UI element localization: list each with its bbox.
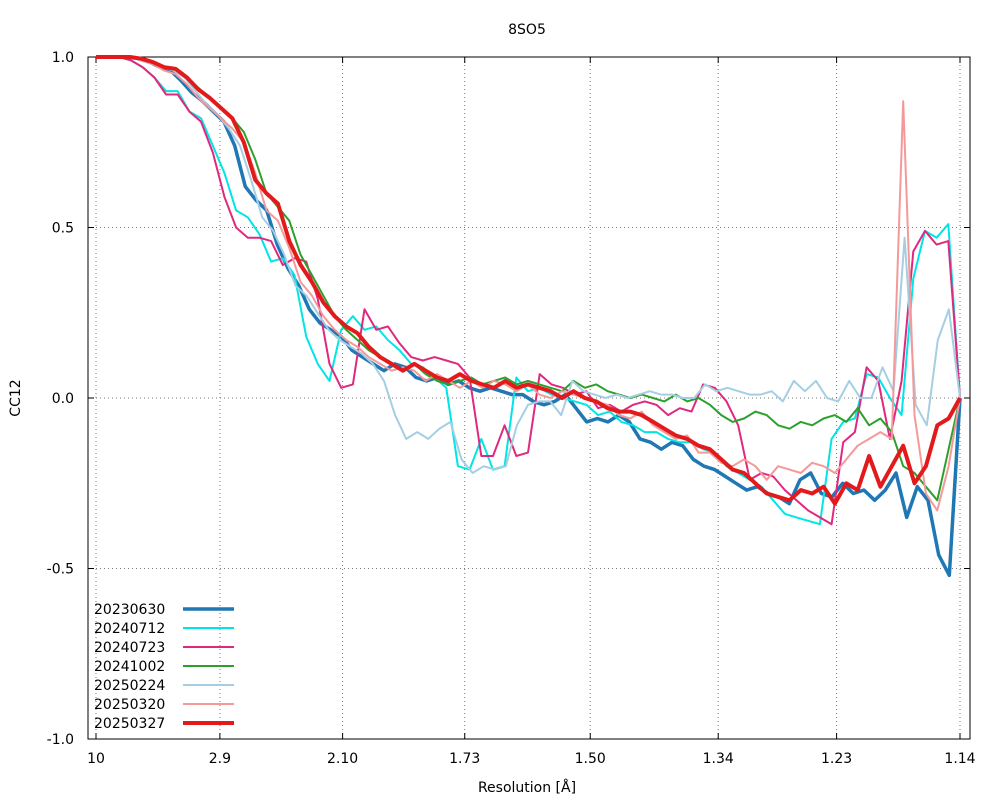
legend-label: 20240723 bbox=[94, 640, 165, 656]
y-tick-label: 0.5 bbox=[52, 221, 74, 237]
legend-label: 20241002 bbox=[94, 659, 165, 675]
series-line-20250327 bbox=[96, 55, 962, 506]
series-lines bbox=[96, 55, 962, 578]
y-tick-label: 0.0 bbox=[52, 391, 74, 407]
series-line-20240723 bbox=[96, 56, 961, 526]
x-tick-label: 1.50 bbox=[575, 751, 606, 767]
legend-label: 20240712 bbox=[94, 621, 165, 637]
x-tick-label: 1.14 bbox=[944, 751, 975, 767]
y-tick-label: -0.5 bbox=[47, 562, 74, 578]
legend-item: 20250327 bbox=[94, 716, 234, 732]
legend-item: 20250224 bbox=[94, 678, 234, 694]
legend: 20230630 20240712 20240723 20241002 20250224… bbox=[94, 602, 234, 732]
x-tick-label: 10 bbox=[87, 751, 105, 767]
x-tick-label: 1.23 bbox=[821, 751, 852, 767]
x-axis-label: Resolution [Å] bbox=[478, 779, 576, 796]
x-tick-label: 1.34 bbox=[703, 751, 734, 767]
legend-item: 20241002 bbox=[94, 659, 234, 675]
x-tick-label: 1.73 bbox=[449, 751, 480, 767]
x-ticks: 10 2.9 2.10 1.73 1.50 1.34 1.23 1.14 bbox=[87, 57, 976, 767]
legend-label: 20250327 bbox=[94, 716, 165, 732]
legend-item: 20240723 bbox=[94, 640, 234, 656]
y-ticks: 1.0 0.5 0.0 -0.5 -1.0 bbox=[47, 50, 970, 748]
legend-item: 20250320 bbox=[94, 697, 234, 713]
y-tick-label: -1.0 bbox=[47, 732, 74, 748]
legend-label: 20250320 bbox=[94, 697, 165, 713]
series-line-20241002 bbox=[96, 56, 961, 502]
y-axis-label: CC12 bbox=[8, 379, 24, 416]
x-tick-label: 2.10 bbox=[327, 751, 358, 767]
y-tick-label: 1.0 bbox=[52, 50, 74, 66]
legend-item: 20230630 bbox=[94, 602, 234, 618]
legend-label: 20230630 bbox=[94, 602, 165, 618]
x-tick-label: 2.9 bbox=[209, 751, 231, 767]
series-line-20250224 bbox=[96, 56, 961, 474]
chart-title: 8SO5 bbox=[508, 22, 546, 38]
legend-label: 20250224 bbox=[94, 678, 165, 694]
series-line-20230630 bbox=[96, 55, 962, 578]
series-line-20240712 bbox=[96, 56, 961, 526]
legend-item: 20240712 bbox=[94, 621, 234, 637]
